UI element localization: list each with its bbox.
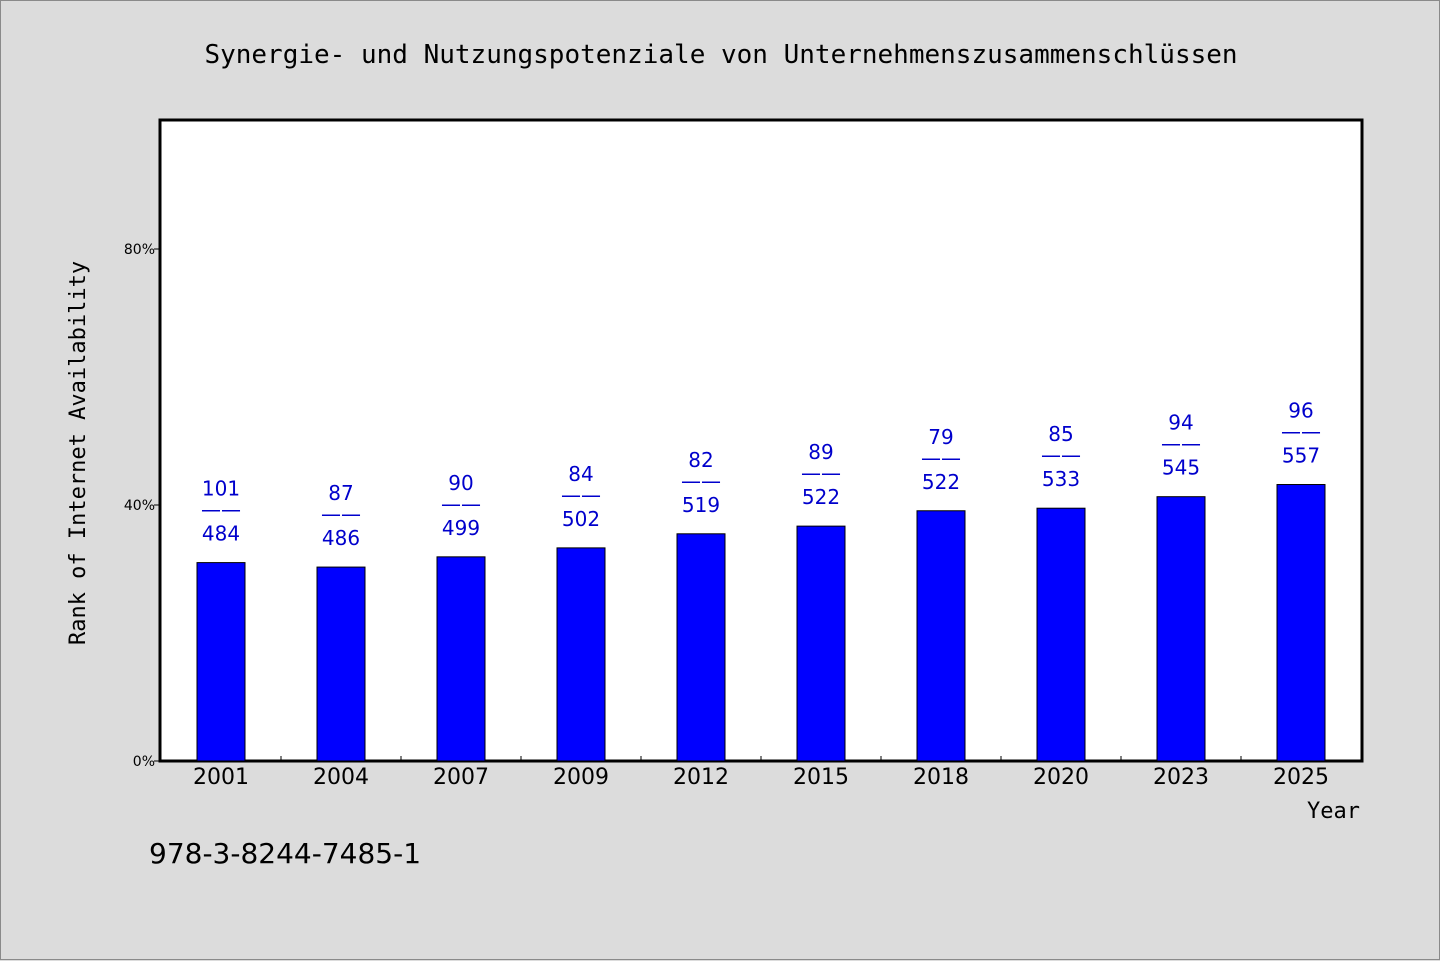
data-label-bottom: 545 xyxy=(1162,456,1200,480)
x-tick-label: 2007 xyxy=(433,765,489,790)
data-label-bottom: 519 xyxy=(682,493,720,517)
data-label-top: 87 xyxy=(328,481,353,505)
x-axis: 2001 2004 2007 2009 2012 2015 2018 2020 2023 2025 xyxy=(193,756,1329,790)
y-axis-label: Rank of Internet Availability xyxy=(66,261,91,645)
x-tick-label: 2015 xyxy=(793,765,849,790)
data-label-top: 82 xyxy=(688,448,713,472)
data-label-separator: —— xyxy=(921,446,961,470)
chart-title: Synergie- und Nutzungspotenziale von Unt… xyxy=(204,40,1237,70)
bar-2025 xyxy=(1276,484,1326,762)
bar-2015 xyxy=(796,525,846,762)
data-label-bottom: 533 xyxy=(1042,467,1080,491)
data-label-top: 89 xyxy=(808,440,833,464)
bar-2001 xyxy=(196,562,246,762)
data-label-top: 94 xyxy=(1168,411,1193,435)
bar-2020 xyxy=(1036,507,1086,762)
data-label-separator: —— xyxy=(201,498,241,522)
x-tick-label: 2023 xyxy=(1153,765,1209,790)
data-label-bottom: 499 xyxy=(442,516,480,540)
x-tick-label: 2020 xyxy=(1033,765,1089,790)
x-tick-label: 2025 xyxy=(1273,765,1329,790)
x-tick-label: 2018 xyxy=(913,765,969,790)
x-tick-label: 2009 xyxy=(553,765,609,790)
x-tick-label: 2012 xyxy=(673,765,729,790)
footnote-isbn: 978-3-8244-7485-1 xyxy=(149,837,421,870)
bar-2009 xyxy=(556,547,606,762)
x-axis-label: Year xyxy=(1307,799,1360,824)
data-label-bottom: 557 xyxy=(1282,444,1320,468)
x-tick-label: 2001 xyxy=(193,765,249,790)
data-label-bottom: 484 xyxy=(202,522,240,546)
data-label-bottom: 502 xyxy=(562,507,600,531)
data-label-top: 96 xyxy=(1288,399,1313,423)
data-label-top: 85 xyxy=(1048,422,1073,446)
data-label-separator: —— xyxy=(1161,432,1201,456)
data-label-top: 101 xyxy=(202,477,240,501)
bar-2012 xyxy=(676,533,726,762)
data-labels-group: 101——48487——48690——49984——50282——51989——… xyxy=(201,399,1321,551)
y-tick-label: 80% xyxy=(124,242,155,258)
y-tick-label: 0% xyxy=(133,754,155,770)
data-label-bottom: 522 xyxy=(802,485,840,509)
data-label-bottom: 522 xyxy=(922,470,960,494)
bar-2007 xyxy=(436,556,486,762)
data-label-separator: —— xyxy=(321,502,361,526)
x-tick-label: 2004 xyxy=(313,765,369,790)
bar-2004 xyxy=(316,566,366,762)
y-axis: 0% 40% 80% xyxy=(124,242,161,770)
data-label-top: 79 xyxy=(928,425,953,449)
data-label-bottom: 486 xyxy=(322,526,360,550)
data-label-top: 84 xyxy=(568,462,593,486)
y-tick-label: 40% xyxy=(124,498,155,514)
data-label-separator: —— xyxy=(1281,420,1321,444)
data-label-separator: —— xyxy=(561,483,601,507)
data-label-separator: —— xyxy=(801,461,841,485)
bars-group xyxy=(196,484,1326,762)
data-label-top: 90 xyxy=(448,471,473,495)
data-label-separator: —— xyxy=(1041,443,1081,467)
bar-2018 xyxy=(916,510,966,762)
data-label-separator: —— xyxy=(441,492,481,516)
bar-2023 xyxy=(1156,496,1206,762)
data-label-separator: —— xyxy=(681,469,721,493)
